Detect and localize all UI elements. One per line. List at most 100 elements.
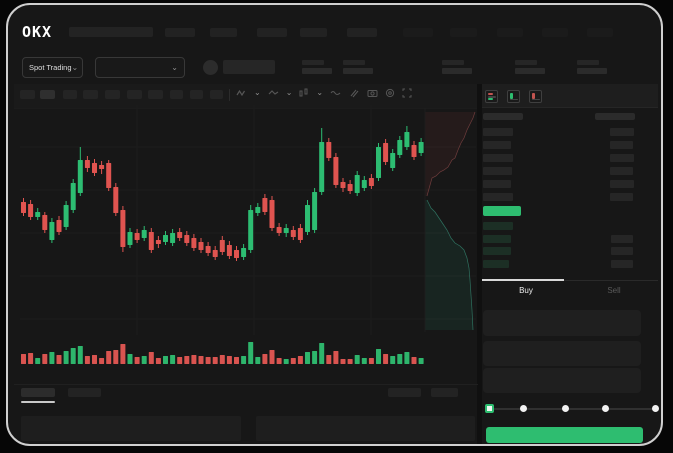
indicators-icon[interactable] (299, 88, 309, 98)
pair-selector-dropdown[interactable]: ⌄ (95, 57, 185, 78)
timeframe-button-3[interactable] (83, 90, 98, 99)
ask-row-amount-4[interactable] (610, 180, 634, 188)
bid-row-amount-3[interactable] (611, 259, 633, 268)
bottom-action-0[interactable] (388, 388, 421, 397)
total-input[interactable] (483, 368, 641, 393)
ask-row-amount-3[interactable] (610, 167, 633, 175)
ask-row-price-2[interactable] (483, 154, 513, 162)
ask-row-price-1[interactable] (483, 141, 511, 149)
ask-row-amount-0[interactable] (610, 128, 634, 136)
search-placeholder[interactable] (69, 27, 153, 37)
nav-item-2[interactable] (257, 28, 287, 37)
timeframe-button-6[interactable] (148, 90, 163, 99)
bottom-tab-1[interactable] (68, 388, 101, 397)
app-window: OKX Spot Trading ⌄ ⌄ ⌄ ⌄ ⌄ (6, 3, 663, 446)
slider-step-1[interactable] (520, 405, 527, 412)
timeframe-button-1[interactable] (40, 90, 55, 99)
ask-row-price-3[interactable] (483, 167, 512, 175)
chevron-down-icon[interactable]: ⌄ (285, 88, 293, 97)
bottom-panel-1 (256, 416, 475, 441)
panel-divider (477, 84, 482, 444)
bottom-action-1[interactable] (431, 388, 458, 397)
line-tool-icon[interactable] (330, 88, 342, 98)
last-price-bar[interactable] (483, 206, 521, 216)
timeframe-button-2[interactable] (63, 90, 77, 99)
ask-row-price-5[interactable] (483, 193, 513, 201)
settings-icon[interactable] (385, 88, 395, 98)
nav-item-0[interactable] (165, 28, 195, 37)
timeframe-button-4[interactable] (105, 90, 120, 99)
tabbar-divider (482, 280, 658, 281)
timeframe-button-0[interactable] (20, 90, 35, 99)
bid-row-amount-1[interactable] (611, 234, 633, 243)
bid-row-price-2[interactable] (483, 247, 511, 255)
tab-buy[interactable]: Buy (519, 286, 533, 295)
nav-item-4[interactable] (347, 28, 377, 37)
market-type-label: Spot Trading (29, 63, 72, 72)
timeframe-button-9[interactable] (210, 90, 223, 99)
fullscreen-icon[interactable] (402, 88, 412, 98)
timeframe-button-8[interactable] (190, 90, 203, 99)
candlestick-chart (20, 105, 476, 364)
market-type-dropdown[interactable]: Spot Trading ⌄ (22, 57, 83, 78)
divider (14, 108, 478, 109)
stat-label-2 (442, 60, 464, 65)
slider-step-3[interactable] (602, 405, 609, 412)
orderbook-col-header-price (483, 113, 523, 120)
ask-row-price-0[interactable] (483, 128, 513, 136)
amount-slider-track[interactable] (488, 408, 656, 410)
active-tab-indicator (482, 279, 564, 281)
nav-item-right-1[interactable] (450, 28, 477, 37)
bid-row-price-3[interactable] (483, 259, 509, 268)
stat-label-1 (343, 60, 365, 65)
bottom-tab-indicator (21, 401, 55, 403)
stat-value-1 (343, 68, 373, 74)
bottom-tab-0[interactable] (21, 388, 55, 397)
orderbook-sells-icon[interactable] (529, 90, 542, 103)
bottom-panel-0 (21, 416, 241, 441)
ask-row-amount-2[interactable] (610, 154, 634, 162)
orderbook-split-icon[interactable] (485, 90, 498, 103)
chevron-down-icon[interactable]: ⌄ (254, 88, 261, 97)
slider-step-2[interactable] (562, 405, 569, 412)
amount-input[interactable] (483, 341, 641, 366)
stat-label-0 (302, 60, 324, 65)
chevron-down-icon[interactable]: ⌄ (316, 88, 324, 97)
chart-type-icon[interactable] (236, 88, 247, 98)
chevron-down-icon: ⌄ (71, 62, 79, 72)
timeframe-button-5[interactable] (127, 90, 142, 99)
timeframe-button-7[interactable] (170, 90, 183, 99)
stat-label-4 (577, 60, 599, 65)
nav-item-right-2[interactable] (497, 28, 523, 37)
chevron-down-icon: ⌄ (171, 62, 178, 72)
nav-item-right-3[interactable] (542, 28, 568, 37)
camera-icon[interactable] (367, 88, 378, 98)
nav-item-1[interactable] (210, 28, 237, 37)
bid-row-price-0[interactable] (483, 222, 513, 230)
nav-item-right-4[interactable] (587, 28, 613, 37)
bid-row-price-1[interactable] (483, 234, 511, 243)
chart-tools: ⌄ ⌄ ⌄ (236, 86, 412, 100)
bid-row-amount-2[interactable] (611, 247, 633, 255)
ask-row-amount-1[interactable] (610, 141, 633, 149)
slider-handle[interactable] (485, 404, 494, 413)
nav-item-right-0[interactable] (403, 28, 433, 37)
price-input[interactable] (483, 310, 641, 336)
compare-icon[interactable] (268, 88, 279, 98)
ask-row-amount-5[interactable] (610, 193, 633, 201)
divider (14, 384, 478, 385)
okx-logo: OKX (22, 23, 53, 41)
stat-value-0 (302, 68, 332, 74)
nav-item-3[interactable] (300, 28, 327, 37)
orderbook-buys-icon[interactable] (507, 90, 520, 103)
tab-sell[interactable]: Sell (607, 286, 621, 295)
stat-value-4 (577, 68, 607, 74)
slider-step-4[interactable] (652, 405, 659, 412)
buy-submit-button[interactable] (486, 427, 643, 443)
draw-tools-icon[interactable] (349, 88, 360, 99)
stat-value-2 (442, 68, 472, 74)
last-price-placeholder (223, 60, 275, 74)
stat-label-3 (515, 60, 537, 65)
ask-row-price-4[interactable] (483, 180, 511, 188)
